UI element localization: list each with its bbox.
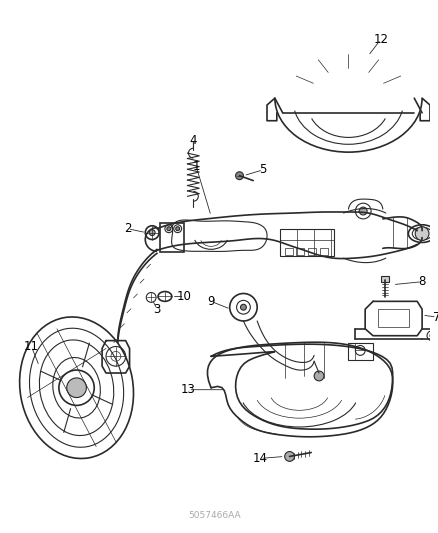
Circle shape (236, 172, 244, 180)
Circle shape (176, 227, 180, 231)
Text: 7: 7 (433, 311, 438, 324)
Circle shape (430, 334, 434, 338)
Bar (381, 276, 389, 282)
Bar (378, 309, 410, 327)
Bar (285, 248, 293, 255)
Circle shape (149, 230, 155, 236)
Circle shape (285, 451, 294, 462)
Bar (349, 343, 373, 360)
Text: 3: 3 (153, 303, 161, 316)
Text: 13: 13 (181, 383, 196, 396)
Bar (297, 248, 304, 255)
Text: 11: 11 (24, 340, 39, 353)
Text: 5: 5 (259, 163, 267, 176)
Bar (160, 223, 184, 252)
Bar (320, 248, 328, 255)
Bar (308, 248, 316, 255)
Circle shape (314, 371, 324, 381)
Circle shape (167, 227, 171, 231)
Text: 9: 9 (207, 295, 215, 308)
Circle shape (359, 207, 367, 215)
Text: 5057466AA: 5057466AA (189, 511, 241, 520)
Bar (280, 229, 334, 256)
Text: 8: 8 (418, 275, 426, 288)
Text: 4: 4 (190, 134, 197, 147)
Circle shape (415, 227, 429, 240)
Circle shape (67, 378, 86, 398)
Text: 14: 14 (253, 452, 268, 465)
Circle shape (240, 304, 247, 310)
Text: 2: 2 (124, 222, 131, 235)
Text: 1: 1 (193, 160, 200, 173)
Text: 12: 12 (373, 33, 389, 46)
Text: 10: 10 (177, 290, 192, 303)
